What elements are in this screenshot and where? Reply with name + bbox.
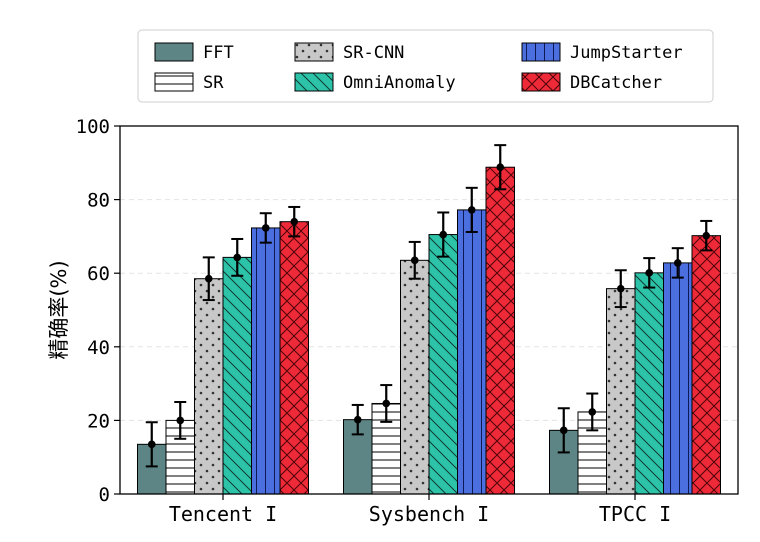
- bar-sr-cnn-1: [400, 259, 430, 495]
- legend-item-sr: SR: [154, 72, 224, 93]
- x-axis: Tencent I Sysbench I TPCC I: [169, 494, 671, 526]
- bar-jumpstarter-1: [457, 209, 487, 495]
- mean-point: [261, 224, 270, 232]
- error-bar: [351, 403, 364, 436]
- bar-sr-cnn-2: [606, 288, 636, 495]
- legend-swatch: [521, 72, 561, 92]
- bar-jumpstarter-0: [251, 227, 281, 495]
- error-bar: [259, 212, 272, 244]
- y-tick-label: 80: [87, 190, 110, 212]
- error-bar: [671, 247, 684, 279]
- mean-point: [616, 284, 625, 293]
- legend-swatch: [521, 42, 561, 62]
- bar-jumpstarter-2: [663, 262, 693, 495]
- bar-dbcatcher-2: [691, 235, 721, 495]
- mean-point: [176, 416, 185, 425]
- error-bar: [231, 237, 244, 277]
- legend-label: DBCatcher: [570, 73, 662, 93]
- error-bar: [380, 384, 393, 423]
- mean-point: [353, 415, 362, 424]
- mean-point: [702, 231, 711, 240]
- error-bar: [557, 407, 570, 454]
- mean-point: [233, 253, 242, 262]
- legend-swatch: [294, 42, 334, 62]
- legend-frame: [137, 29, 714, 103]
- legend-item-omnianomaly: OmniAnomaly: [294, 72, 456, 93]
- mean-point: [673, 259, 682, 267]
- legend-label: SR-CNN: [343, 43, 404, 63]
- error-bar: [643, 257, 656, 289]
- error-bar: [494, 144, 507, 191]
- x-tick-label: Sysbench I: [369, 502, 489, 526]
- legend-label: OmniAnomaly: [343, 73, 456, 93]
- bar-omnianomaly-1: [428, 234, 458, 495]
- y-axis: 0 20 40 60 80 100: [76, 116, 120, 506]
- legend-label: SR: [203, 73, 224, 93]
- error-bar: [174, 401, 187, 440]
- bar-omnianomaly-2: [634, 272, 664, 495]
- y-axis-label: 精确率(%): [47, 260, 71, 359]
- mean-point: [439, 230, 448, 239]
- legend-label: JumpStarter: [570, 43, 683, 63]
- mean-point: [588, 408, 597, 416]
- mean-point: [645, 269, 654, 277]
- legend-swatch: [294, 72, 334, 92]
- error-bar: [586, 392, 599, 432]
- x-tick-label: Tencent I: [169, 502, 277, 526]
- x-tick-label: TPCC I: [599, 502, 671, 526]
- legend-item-sr-cnn: SR-CNN: [294, 42, 404, 63]
- legend-swatch: [154, 42, 194, 62]
- error-bar: [465, 186, 478, 233]
- mean-point: [290, 217, 299, 226]
- mean-point: [467, 206, 476, 214]
- error-bar: [437, 211, 450, 258]
- legend-item-fft: FFT: [154, 42, 234, 63]
- bar-sr-cnn-0: [194, 278, 224, 495]
- mean-point: [496, 163, 505, 172]
- mean-point: [410, 256, 419, 265]
- bar-dbcatcher-1: [485, 166, 515, 495]
- error-bar: [408, 240, 421, 280]
- legend-label: FFT: [203, 43, 234, 63]
- error-bars-group: [145, 144, 713, 468]
- error-bar: [202, 256, 215, 302]
- y-tick-label: 0: [99, 484, 110, 506]
- bar-omnianomaly-0: [222, 256, 252, 495]
- legend-item-jumpstarter: JumpStarter: [521, 42, 683, 63]
- mean-point: [382, 399, 391, 408]
- error-bar: [145, 421, 158, 468]
- legend-item-dbcatcher: DBCatcher: [521, 72, 662, 93]
- y-tick-label: 100: [76, 116, 110, 138]
- mean-point: [559, 426, 568, 435]
- y-tick-label: 20: [87, 410, 110, 432]
- mean-point: [204, 274, 213, 283]
- bars-group: [137, 166, 721, 495]
- error-bar: [700, 219, 713, 252]
- chart-legend: FFT SR SR-CNN OmniAnomaly JumpStarter DBCatch…: [137, 29, 714, 103]
- legend-swatch: [154, 72, 194, 92]
- bar-dbcatcher-0: [279, 221, 309, 495]
- y-tick-label: 60: [87, 263, 110, 285]
- y-tick-label: 40: [87, 337, 110, 359]
- mean-point: [147, 440, 156, 449]
- error-bar: [614, 269, 627, 309]
- error-bar: [288, 205, 301, 238]
